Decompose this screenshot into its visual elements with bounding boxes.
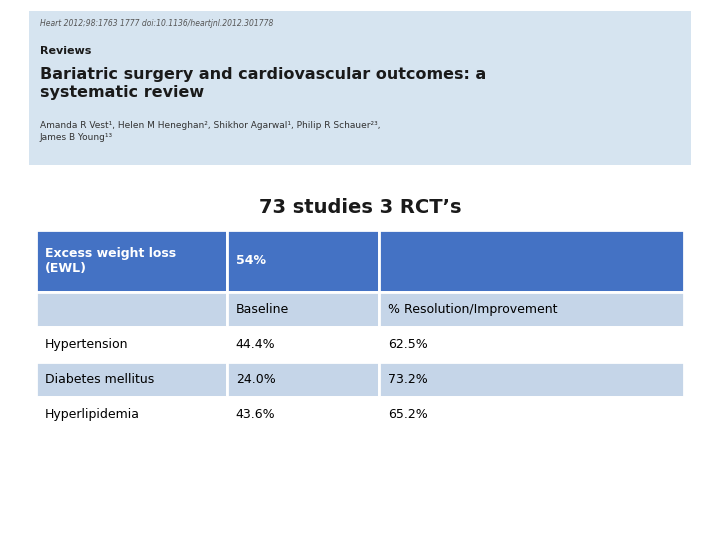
Text: Diabetes mellitus: Diabetes mellitus [45,373,154,386]
FancyBboxPatch shape [29,11,691,165]
FancyBboxPatch shape [36,327,227,362]
Text: Hypertension: Hypertension [45,338,128,351]
Text: 43.6%: 43.6% [236,408,276,421]
FancyBboxPatch shape [227,230,379,292]
FancyBboxPatch shape [227,397,379,432]
FancyBboxPatch shape [36,230,227,292]
Text: Hyperlipidemia: Hyperlipidemia [45,408,140,421]
Text: Amanda R Vest¹, Helen M Heneghan², Shikhor Agarwal¹, Philip R Schauer²³,
James B: Amanda R Vest¹, Helen M Heneghan², Shikh… [40,122,380,143]
Text: 73 studies 3 RCT’s: 73 studies 3 RCT’s [258,198,462,218]
Text: 44.4%: 44.4% [236,338,276,351]
FancyBboxPatch shape [379,292,684,327]
FancyBboxPatch shape [36,362,227,397]
Text: 24.0%: 24.0% [236,373,276,386]
FancyBboxPatch shape [36,292,227,327]
FancyBboxPatch shape [36,397,227,432]
Text: Bariatric surgery and cardiovascular outcomes: a
systematic review: Bariatric surgery and cardiovascular out… [40,68,486,100]
FancyBboxPatch shape [227,327,379,362]
Text: 62.5%: 62.5% [388,338,428,351]
Text: % Resolution/Improvement: % Resolution/Improvement [388,302,557,316]
FancyBboxPatch shape [227,292,379,327]
FancyBboxPatch shape [379,230,684,292]
FancyBboxPatch shape [379,397,684,432]
Text: Baseline: Baseline [236,302,289,316]
Text: 65.2%: 65.2% [388,408,428,421]
FancyBboxPatch shape [379,327,684,362]
Text: Heart 2012;98:1763 1777 doi:10.1136/heartjnl.2012.301778: Heart 2012;98:1763 1777 doi:10.1136/hear… [40,19,273,28]
Text: Reviews: Reviews [40,46,91,56]
Text: Excess weight loss
(EWL): Excess weight loss (EWL) [45,247,176,274]
Text: 73.2%: 73.2% [388,373,428,386]
FancyBboxPatch shape [379,362,684,397]
FancyBboxPatch shape [227,362,379,397]
Text: 54%: 54% [236,254,266,267]
